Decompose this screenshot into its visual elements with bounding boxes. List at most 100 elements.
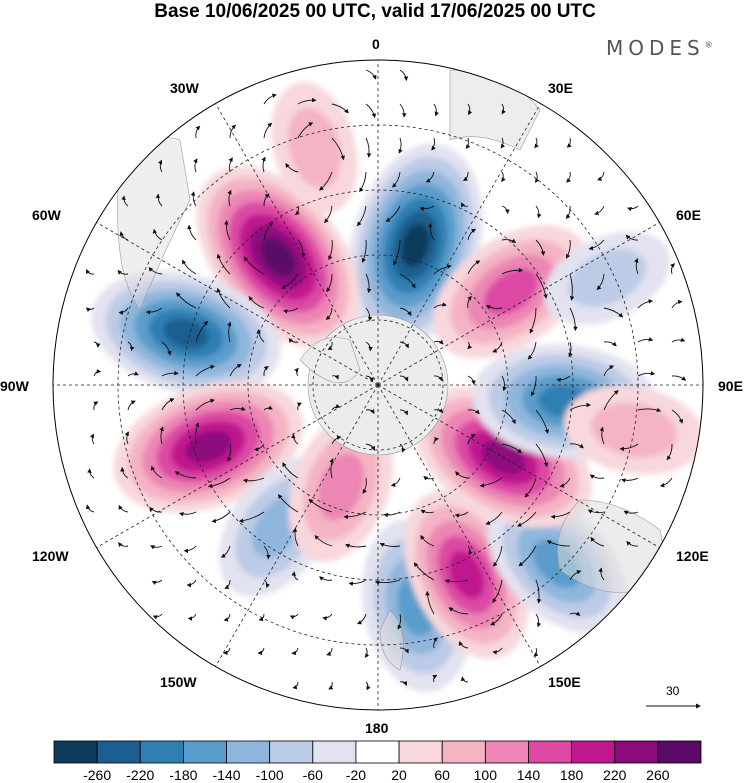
- wind-arrow: [460, 676, 469, 683]
- wind-arrow: [535, 409, 550, 435]
- wind-arrow: [467, 103, 473, 116]
- wind-arrow: [297, 97, 317, 105]
- wind-arrow: [399, 680, 408, 686]
- wind-arrow: [433, 375, 443, 382]
- wind-arrow: [93, 401, 99, 411]
- wind-arrow: [278, 494, 299, 513]
- wind-arrow: [425, 171, 435, 183]
- colorbar-swatch: [614, 740, 659, 764]
- wind-arrow: [145, 307, 163, 315]
- colorbar-tick-label: -100: [255, 767, 284, 783]
- wind-arrow: [559, 477, 571, 488]
- wind-arrow: [294, 367, 299, 377]
- wind-arrow: [399, 103, 407, 118]
- positive-anomaly-13: [271, 82, 358, 214]
- colorbar-swatch: [571, 740, 616, 764]
- wind-arrow: [594, 205, 605, 216]
- wind-arrow: [263, 221, 274, 241]
- wind-arrow: [229, 124, 237, 139]
- wind-arrow: [550, 511, 571, 520]
- map-title: Base 10/06/2025 00 UTC, valid 17/06/2025…: [154, 1, 596, 22]
- wind-arrow: [331, 435, 342, 445]
- wind-arrow: [569, 402, 592, 411]
- positive-anomaly-14: [564, 385, 703, 475]
- wind-arrow: [227, 443, 232, 462]
- wind-arrow: [590, 536, 605, 547]
- latitude-circle: [247, 254, 509, 516]
- meridian: [215, 103, 379, 386]
- wind-arrow: [467, 434, 476, 445]
- wind-arrow: [626, 540, 639, 547]
- wind-arrow: [568, 341, 573, 358]
- wind-arrow: [393, 239, 401, 266]
- wind-arrow: [151, 579, 163, 585]
- wind-arrow: [263, 122, 273, 139]
- wind-arrow: [490, 613, 503, 626]
- wind-arrow: [569, 611, 581, 617]
- wind-arrow: [93, 369, 102, 377]
- wind-arrow: [149, 506, 163, 513]
- wind-arrow: [220, 545, 231, 558]
- wind-arrow: [224, 579, 231, 589]
- wind-arrow: [529, 307, 537, 334]
- wind-arrow: [535, 205, 542, 219]
- wind-arrow: [281, 273, 299, 289]
- wind-arrow: [432, 637, 438, 649]
- wind-arrow: [565, 239, 571, 259]
- wind-arrow: [527, 341, 537, 360]
- wind-arrow: [569, 443, 584, 449]
- wind-arrow: [195, 320, 209, 343]
- wind-arrow: [120, 466, 129, 479]
- wind-arrow: [432, 674, 438, 683]
- wind-arrow: [152, 228, 163, 241]
- colorbar-tick-label: 140: [516, 767, 541, 783]
- wind-arrow: [500, 137, 506, 149]
- wind-arrow: [399, 341, 409, 349]
- positive-anomaly-11: [433, 225, 590, 359]
- wind-arrow: [248, 295, 265, 309]
- wind-arrow: [546, 540, 571, 547]
- wind-arrow: [637, 371, 656, 377]
- wind-arrow: [383, 511, 401, 518]
- wind-arrow: [533, 647, 539, 657]
- wind-arrow: [118, 542, 129, 548]
- wind-arrow: [419, 205, 435, 212]
- wind-arrow: [556, 375, 571, 383]
- wind-arrow: [364, 647, 370, 658]
- wind-arrow: [467, 228, 477, 241]
- wind-arrow: [118, 307, 129, 315]
- wind-arrow: [365, 273, 372, 294]
- wind-arrow: [89, 433, 95, 445]
- lon-label-30w: 30W: [170, 80, 199, 96]
- wind-arrow: [671, 299, 683, 309]
- wind-arrow: [365, 69, 377, 80]
- wind-arrow: [587, 509, 605, 514]
- anomaly-field: [91, 82, 703, 693]
- wind-arrow: [588, 239, 605, 251]
- wind-arrow: [392, 171, 401, 188]
- wind-arrow: [207, 477, 231, 489]
- wind-arrow: [261, 156, 266, 173]
- meridian: [96, 222, 379, 386]
- colorbar-tick-label: 60: [434, 767, 450, 783]
- wind-arrow: [603, 365, 615, 377]
- wind-arrow: [87, 468, 95, 479]
- colorbar-swatch: [139, 740, 184, 764]
- wind-arrow: [356, 205, 367, 227]
- wind-arrow: [325, 307, 333, 320]
- wind-arrow: [211, 511, 231, 524]
- wind-arrow: [329, 458, 334, 479]
- colorbar-swatch: [269, 740, 314, 764]
- wind-arrow: [501, 171, 506, 183]
- wind-arrow: [516, 511, 537, 527]
- wind-arrow: [399, 647, 409, 654]
- wind-arrow: [461, 202, 469, 208]
- wind-arrow: [433, 339, 444, 345]
- colorbar-swatch: [528, 740, 573, 764]
- wind-arrow: [85, 307, 95, 313]
- wind-arrow: [385, 205, 401, 222]
- wind-arrow: [291, 647, 299, 656]
- wind-arrow: [174, 471, 197, 479]
- wind-arrow: [182, 259, 197, 275]
- wind-arrow: [433, 103, 439, 117]
